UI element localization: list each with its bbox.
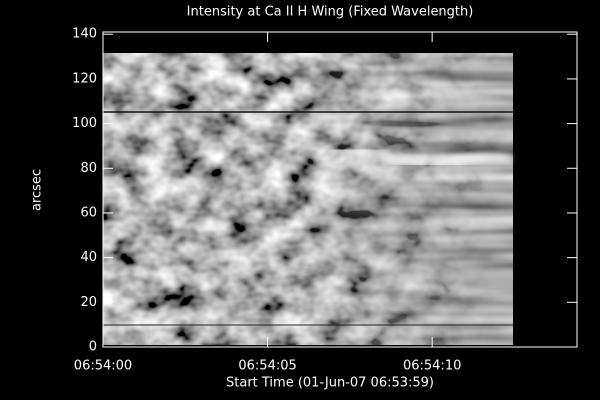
y-tick-label: 140 xyxy=(72,27,97,42)
y-axis-label: arcsec xyxy=(30,169,45,211)
y-tick-label: 40 xyxy=(80,250,97,265)
intensity-image xyxy=(103,53,513,345)
x-tick-label: 06:54:05 xyxy=(238,359,296,374)
y-tick-label: 80 xyxy=(80,161,97,176)
y-tick-label: 120 xyxy=(72,71,97,86)
plot-frame xyxy=(102,31,578,348)
y-tick-label: 20 xyxy=(80,295,97,310)
x-tick-label: 06:54:10 xyxy=(403,359,461,374)
y-tick-label: 0 xyxy=(89,340,97,355)
y-tick-label: 100 xyxy=(72,116,97,131)
x-axis-label: Start Time (01-Jun-07 06:53:59) xyxy=(226,376,434,391)
y-tick-label: 60 xyxy=(80,205,97,220)
x-tick-label: 06:54:00 xyxy=(74,359,132,374)
chart-title: Intensity at Ca II H Wing (Fixed Wavelen… xyxy=(187,5,474,20)
